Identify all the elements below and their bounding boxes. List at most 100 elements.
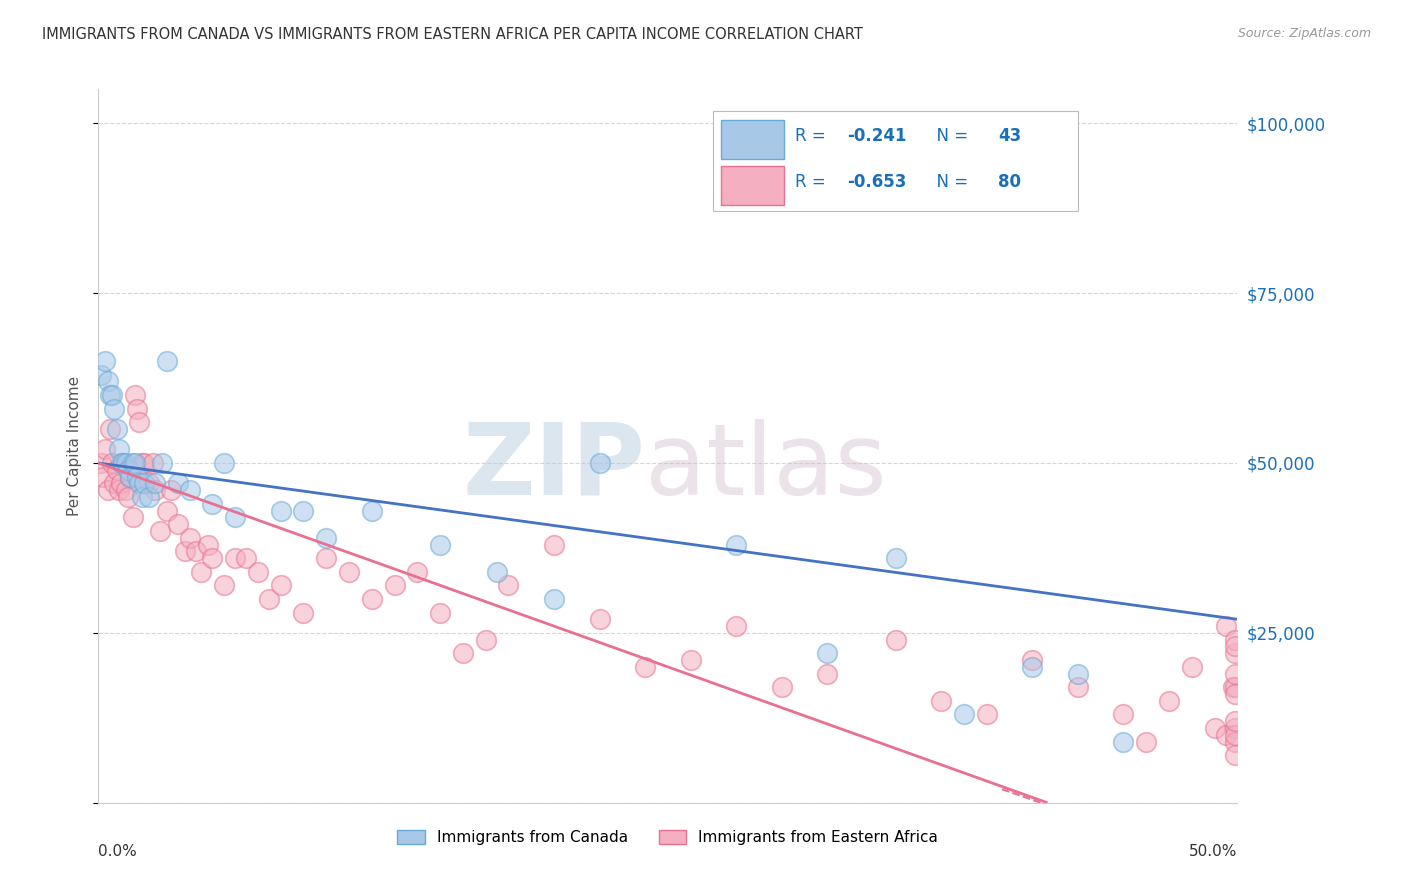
Text: 50.0%: 50.0% — [1189, 845, 1237, 860]
Point — [1067, 666, 1090, 681]
Point — [90, 456, 112, 470]
Point — [929, 694, 952, 708]
Point — [117, 490, 139, 504]
Point — [110, 456, 132, 470]
Point — [406, 565, 429, 579]
Point — [90, 368, 112, 382]
FancyBboxPatch shape — [721, 120, 785, 159]
Point — [160, 483, 183, 498]
Point — [114, 456, 136, 470]
Point — [679, 653, 702, 667]
Point — [101, 388, 124, 402]
Text: -0.653: -0.653 — [846, 173, 905, 191]
Point — [1181, 660, 1204, 674]
Point — [132, 476, 155, 491]
Point — [120, 469, 142, 483]
Text: N =: N = — [927, 127, 974, 145]
Point — [815, 646, 838, 660]
Text: 43: 43 — [998, 127, 1021, 145]
Point — [96, 483, 118, 498]
Point — [292, 606, 315, 620]
Point — [1112, 707, 1135, 722]
Text: -0.241: -0.241 — [846, 127, 905, 145]
Point — [212, 578, 235, 592]
Point — [1204, 721, 1226, 735]
Point — [815, 666, 838, 681]
Point — [451, 646, 474, 660]
Text: atlas: atlas — [645, 419, 887, 516]
Point — [121, 510, 143, 524]
Point — [884, 632, 907, 647]
Point — [117, 463, 139, 477]
Point — [588, 612, 610, 626]
Point — [131, 456, 153, 470]
Point — [150, 456, 173, 470]
Point — [474, 632, 496, 647]
Point — [131, 490, 153, 504]
Text: ZIP: ZIP — [463, 419, 645, 516]
Point — [112, 456, 135, 470]
Point — [1223, 646, 1246, 660]
Point — [543, 591, 565, 606]
FancyBboxPatch shape — [721, 166, 785, 205]
Point — [360, 591, 382, 606]
Text: Source: ZipAtlas.com: Source: ZipAtlas.com — [1237, 27, 1371, 40]
Point — [105, 463, 128, 477]
Point — [201, 551, 224, 566]
Point — [142, 456, 165, 470]
Point — [315, 531, 337, 545]
Point — [634, 660, 657, 674]
Point — [174, 544, 197, 558]
Point — [132, 456, 155, 470]
Point — [953, 707, 976, 722]
Point — [1021, 660, 1043, 674]
Point — [976, 707, 998, 722]
Point — [145, 483, 167, 498]
Point — [1223, 721, 1246, 735]
Point — [127, 401, 149, 416]
Point — [270, 503, 292, 517]
Point — [1223, 680, 1246, 694]
Point — [190, 565, 212, 579]
Point — [94, 442, 117, 457]
Point — [429, 537, 451, 551]
Y-axis label: Per Capita Income: Per Capita Income — [67, 376, 83, 516]
Point — [1223, 714, 1246, 729]
Point — [201, 497, 224, 511]
Point — [270, 578, 292, 592]
Text: N =: N = — [927, 173, 974, 191]
Point — [156, 354, 179, 368]
Point — [224, 551, 246, 566]
Point — [121, 456, 143, 470]
Point — [315, 551, 337, 566]
FancyBboxPatch shape — [713, 111, 1078, 211]
Point — [1222, 680, 1244, 694]
Point — [1223, 728, 1246, 742]
Point — [101, 456, 124, 470]
Point — [588, 456, 610, 470]
Point — [770, 680, 793, 694]
Point — [127, 469, 149, 483]
Point — [98, 422, 121, 436]
Point — [179, 531, 201, 545]
Point — [98, 388, 121, 402]
Point — [1223, 748, 1246, 763]
Point — [114, 483, 136, 498]
Point — [138, 490, 160, 504]
Text: IMMIGRANTS FROM CANADA VS IMMIGRANTS FROM EASTERN AFRICA PER CAPITA INCOME CORRE: IMMIGRANTS FROM CANADA VS IMMIGRANTS FRO… — [42, 27, 863, 42]
Point — [292, 503, 315, 517]
Point — [1215, 619, 1237, 633]
Point — [486, 565, 509, 579]
Point — [120, 469, 142, 483]
Text: R =: R = — [796, 173, 831, 191]
Point — [128, 476, 150, 491]
Point — [108, 442, 131, 457]
Point — [103, 476, 125, 491]
Point — [124, 388, 146, 402]
Point — [103, 401, 125, 416]
Text: R =: R = — [796, 127, 831, 145]
Point — [1223, 632, 1246, 647]
Point — [108, 483, 131, 498]
Point — [498, 578, 520, 592]
Point — [145, 476, 167, 491]
